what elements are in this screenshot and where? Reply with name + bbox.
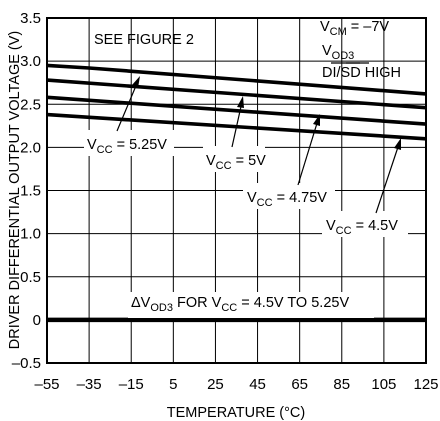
x-tick-label: –35 [77, 376, 102, 393]
label-box-525 [84, 130, 174, 156]
series-label-vcc-5v: VCC = 5V [206, 153, 266, 172]
y-tick-label: 2.0 [20, 139, 41, 156]
arrowhead-vcc-5.25v [132, 76, 140, 88]
leader-vcc-4.5v [375, 143, 400, 214]
x-tick-label: 105 [371, 376, 396, 393]
series-line-3 [46, 95, 427, 126]
series-label-vcc-5.25v: VCC = 5.25V [87, 137, 167, 156]
series-label-vcc-4.5v: VCC = 4.5V [326, 218, 398, 237]
x-tick-label: 5 [169, 376, 177, 393]
y-tick-label: 0 [33, 312, 41, 329]
x-tick-label: –15 [119, 376, 144, 393]
label-box-475 [243, 183, 335, 209]
y-tick-label: 0.5 [20, 269, 41, 286]
y-tick-label: 1.5 [20, 183, 41, 200]
y-tick-label: 3.5 [20, 10, 41, 27]
leader-vcc-4.75v [297, 119, 319, 186]
vcm-condition: VCM = –7V [320, 19, 389, 38]
y-tick-labels: –0.5 0 0.5 1.0 1.5 2.0 2.5 3.0 3.5 [12, 10, 41, 372]
leader-vcc-5.25v [116, 80, 139, 132]
series-line-1 [46, 63, 427, 96]
x-axis-title: TEMPERATURE (°C) [167, 405, 305, 421]
x-tick-label: 85 [333, 376, 350, 393]
series-line-2 [46, 78, 427, 110]
plot-frame [46, 17, 427, 364]
y-tick-label: 3.0 [20, 53, 41, 70]
x-tick-labels: –55 –35 –15 5 25 45 65 85 105 125 [34, 376, 438, 393]
see-figure-note: SEE FIGURE 2 [94, 32, 194, 48]
di-sd-condition: DI/SD HIGH [322, 65, 401, 81]
label-box-5 [203, 146, 265, 172]
x-tick-label: 65 [291, 376, 308, 393]
arrowhead-vcc-4.75v [313, 114, 320, 126]
x-tick-label: 45 [249, 376, 266, 393]
vod3-condition: VOD3 [322, 43, 354, 62]
data-series [46, 63, 427, 323]
arrowhead-vcc-4.5v [394, 138, 401, 150]
delta-vod3-label: ΔVOD3 FOR VCC = 4.5V TO 5.25V [131, 295, 349, 314]
y-axis-title: DRIVER DIFFERENTIAL OUTPUT VOLTAGE (V) [7, 31, 23, 350]
label-box-45 [322, 211, 408, 237]
leader-vcc-5v [231, 101, 243, 148]
series-label-vcc-4.75v: VCC = 4.75V [247, 190, 327, 209]
arrowhead-vcc-5v [237, 96, 244, 108]
label-box-delta [128, 292, 374, 318]
x-tick-label: 125 [413, 376, 438, 393]
y-tick-label: 1.0 [20, 226, 41, 243]
y-tick-label: 2.5 [20, 96, 41, 113]
x-tick-label: –55 [34, 376, 59, 393]
y-tick-label: –0.5 [12, 355, 41, 372]
x-tick-label: 25 [207, 376, 224, 393]
